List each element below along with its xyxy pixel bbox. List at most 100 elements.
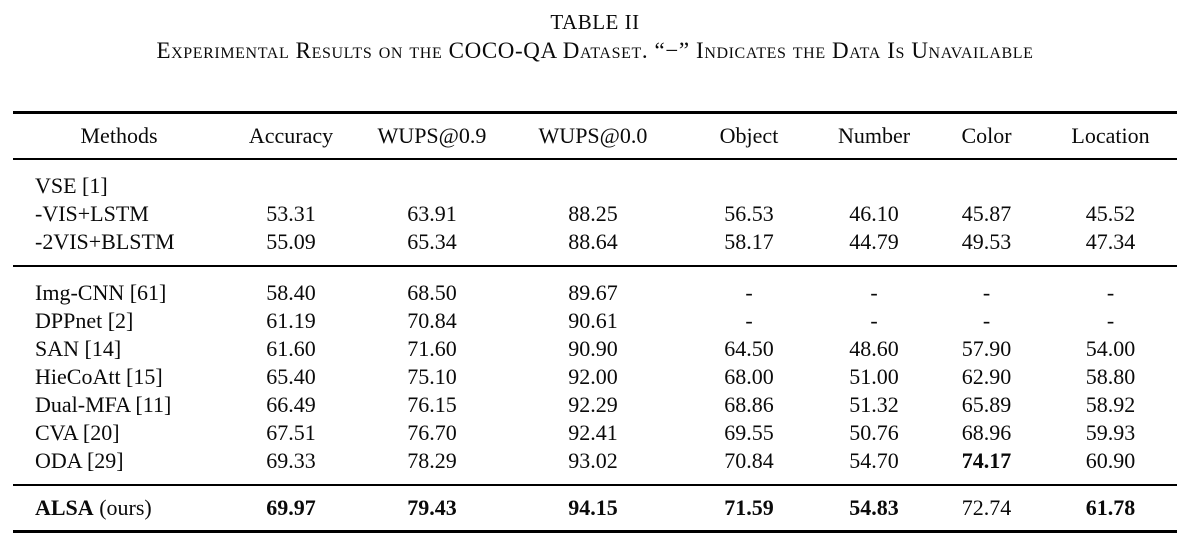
value-cell: 92.29 [568, 392, 618, 417]
table-row: -VIS+LSTM 53.31 63.91 88.25 56.53 46.10 45.87 4… [13, 200, 1177, 228]
value-cell: 58.17 [724, 229, 774, 254]
method-cell: HieCoAtt [15] [13, 363, 225, 391]
method-cell: DPPnet [2] [13, 307, 225, 335]
value-cell: 51.00 [849, 364, 899, 389]
value-cell: - [745, 280, 753, 305]
value-cell: 61.78 [1085, 495, 1136, 520]
value-cell: 69.97 [266, 495, 316, 520]
value-cell: 68.96 [961, 420, 1012, 445]
value-cell: 94.15 [568, 495, 618, 520]
value-cell: 92.00 [568, 364, 618, 389]
table-row: Dual-MFA [11] 66.49 76.15 92.29 68.86 51.32 65… [13, 391, 1177, 419]
value-cell: 71.59 [724, 495, 774, 520]
value-cell: 90.90 [568, 336, 618, 361]
value-cell: 59.93 [1085, 420, 1136, 445]
value-cell: 88.64 [568, 229, 618, 254]
value-cell: 58.40 [266, 280, 316, 305]
table-row: VSE [1] [13, 159, 1177, 200]
value-cell: - [1106, 280, 1115, 305]
table-number: TABLE II [550, 10, 640, 34]
value-cell [507, 159, 679, 200]
column-header-color: Color [929, 112, 1044, 160]
value-cell: 70.84 [724, 448, 774, 473]
method-name: VSE [1] [35, 173, 108, 198]
method-cell: Img-CNN [61] [13, 266, 225, 307]
value-cell: 79.43 [407, 495, 457, 520]
value-cell: 90.61 [568, 308, 618, 333]
value-cell: 92.41 [568, 420, 618, 445]
table-group-1: Img-CNN [61] 58.40 68.50 89.67- - - - DPPnet [2… [13, 266, 1177, 485]
method-cell: -VIS+LSTM [13, 200, 225, 228]
value-cell: 48.60 [849, 336, 899, 361]
header-row: Methods Accuracy WUPS@0.9 WUPS@0.0 Object Num… [13, 112, 1177, 160]
value-cell: - [870, 308, 878, 333]
table-group-0: VSE [1] -VIS+LSTM 53.31 63.91 88.25 56.53 46.1… [13, 159, 1177, 266]
value-cell: 88.25 [568, 201, 618, 226]
value-cell: - [870, 280, 878, 305]
value-cell: 58.80 [1085, 364, 1136, 389]
value-cell [225, 159, 357, 200]
value-cell: 51.32 [849, 392, 899, 417]
value-cell: 55.09 [266, 229, 316, 254]
value-cell: 53.31 [266, 201, 316, 226]
table-row: DPPnet [2] 61.19 70.84 90.61 - - - - [13, 307, 1177, 335]
column-header-methods: Methods [13, 112, 225, 160]
method-name: Img-CNN [61] [35, 280, 167, 305]
value-cell: 64.50 [724, 336, 774, 361]
column-header-object: Object [679, 112, 819, 160]
value-cell: 60.90 [1085, 448, 1136, 473]
table-row: HieCoAtt [15] 65.40 75.10 92.00 68.00 51.00 62… [13, 363, 1177, 391]
value-cell: 50.76 [849, 420, 899, 445]
value-cell: 61.19 [266, 308, 316, 333]
method-name: Dual-MFA [11] [35, 392, 172, 417]
method-name: -2VIS+BLSTM [35, 229, 175, 254]
value-cell: 65.34 [407, 229, 457, 254]
value-cell: 68.50 [407, 280, 457, 305]
value-cell: 69.33 [266, 448, 316, 473]
value-cell: 71.60 [407, 336, 457, 361]
column-header-number: Number [819, 112, 929, 160]
value-cell [819, 159, 929, 200]
value-cell: 65.89 [961, 392, 1012, 417]
table-title: Experimental Results on the COCO-QA Data… [156, 38, 1034, 63]
method-cell: ALSA (ours) [13, 485, 225, 532]
column-header-wups-0-0: WUPS@0.0 [507, 112, 679, 160]
method-cell: VSE [1] [13, 159, 225, 200]
value-cell: 76.70 [407, 420, 457, 445]
value-cell: 54.00 [1085, 336, 1136, 361]
value-cell: 67.51 [266, 420, 316, 445]
method-name: SAN [14] [35, 336, 122, 361]
table-row: ALSA (ours) 69.97 79.43 94.15 71.59 54.83 72.7… [13, 485, 1177, 532]
value-cell: 54.83 [849, 495, 899, 520]
table-group-2: ALSA (ours) 69.97 79.43 94.15 71.59 54.83 72.7… [13, 485, 1177, 532]
table-row: -2VIS+BLSTM 55.09 65.34 88.64 58.17 44.79 49.5… [13, 228, 1177, 266]
value-cell: 72.74 [961, 495, 1012, 520]
value-cell: 61.60 [266, 336, 316, 361]
value-cell: 57.90 [961, 336, 1012, 361]
value-cell: 44.79 [849, 229, 899, 254]
method-name: HieCoAtt [15] [35, 364, 163, 389]
method-cell: SAN [14] [13, 335, 225, 363]
column-header-wups-0-9: WUPS@0.9 [357, 112, 507, 160]
method-cell: CVA [20] [13, 419, 225, 447]
value-cell: 66.49 [266, 392, 316, 417]
value-cell: 65.40 [266, 364, 316, 389]
value-cell: - [1106, 308, 1115, 333]
value-cell: - [745, 308, 753, 333]
value-cell: 74.17 [961, 448, 1012, 473]
table-row: CVA [20] 67.51 76.70 92.41 69.55 50.76 68.96 59… [13, 419, 1177, 447]
value-cell: 76.15 [407, 392, 457, 417]
value-cell: 68.86 [724, 392, 774, 417]
method-name: ALSA [35, 495, 94, 520]
method-suffix: (ours) [99, 495, 152, 520]
column-header-location: Location [1044, 112, 1177, 160]
value-cell [929, 159, 1044, 200]
value-cell: 58.92 [1085, 392, 1136, 417]
value-cell: 93.02 [568, 448, 618, 473]
method-cell: ODA [29] [13, 447, 225, 485]
results-table: Methods Accuracy WUPS@0.9 WUPS@0.0 Object Num… [13, 111, 1177, 533]
value-cell: 63.91 [407, 201, 457, 226]
value-cell: 56.53 [724, 201, 774, 226]
value-cell: 75.10 [407, 364, 457, 389]
